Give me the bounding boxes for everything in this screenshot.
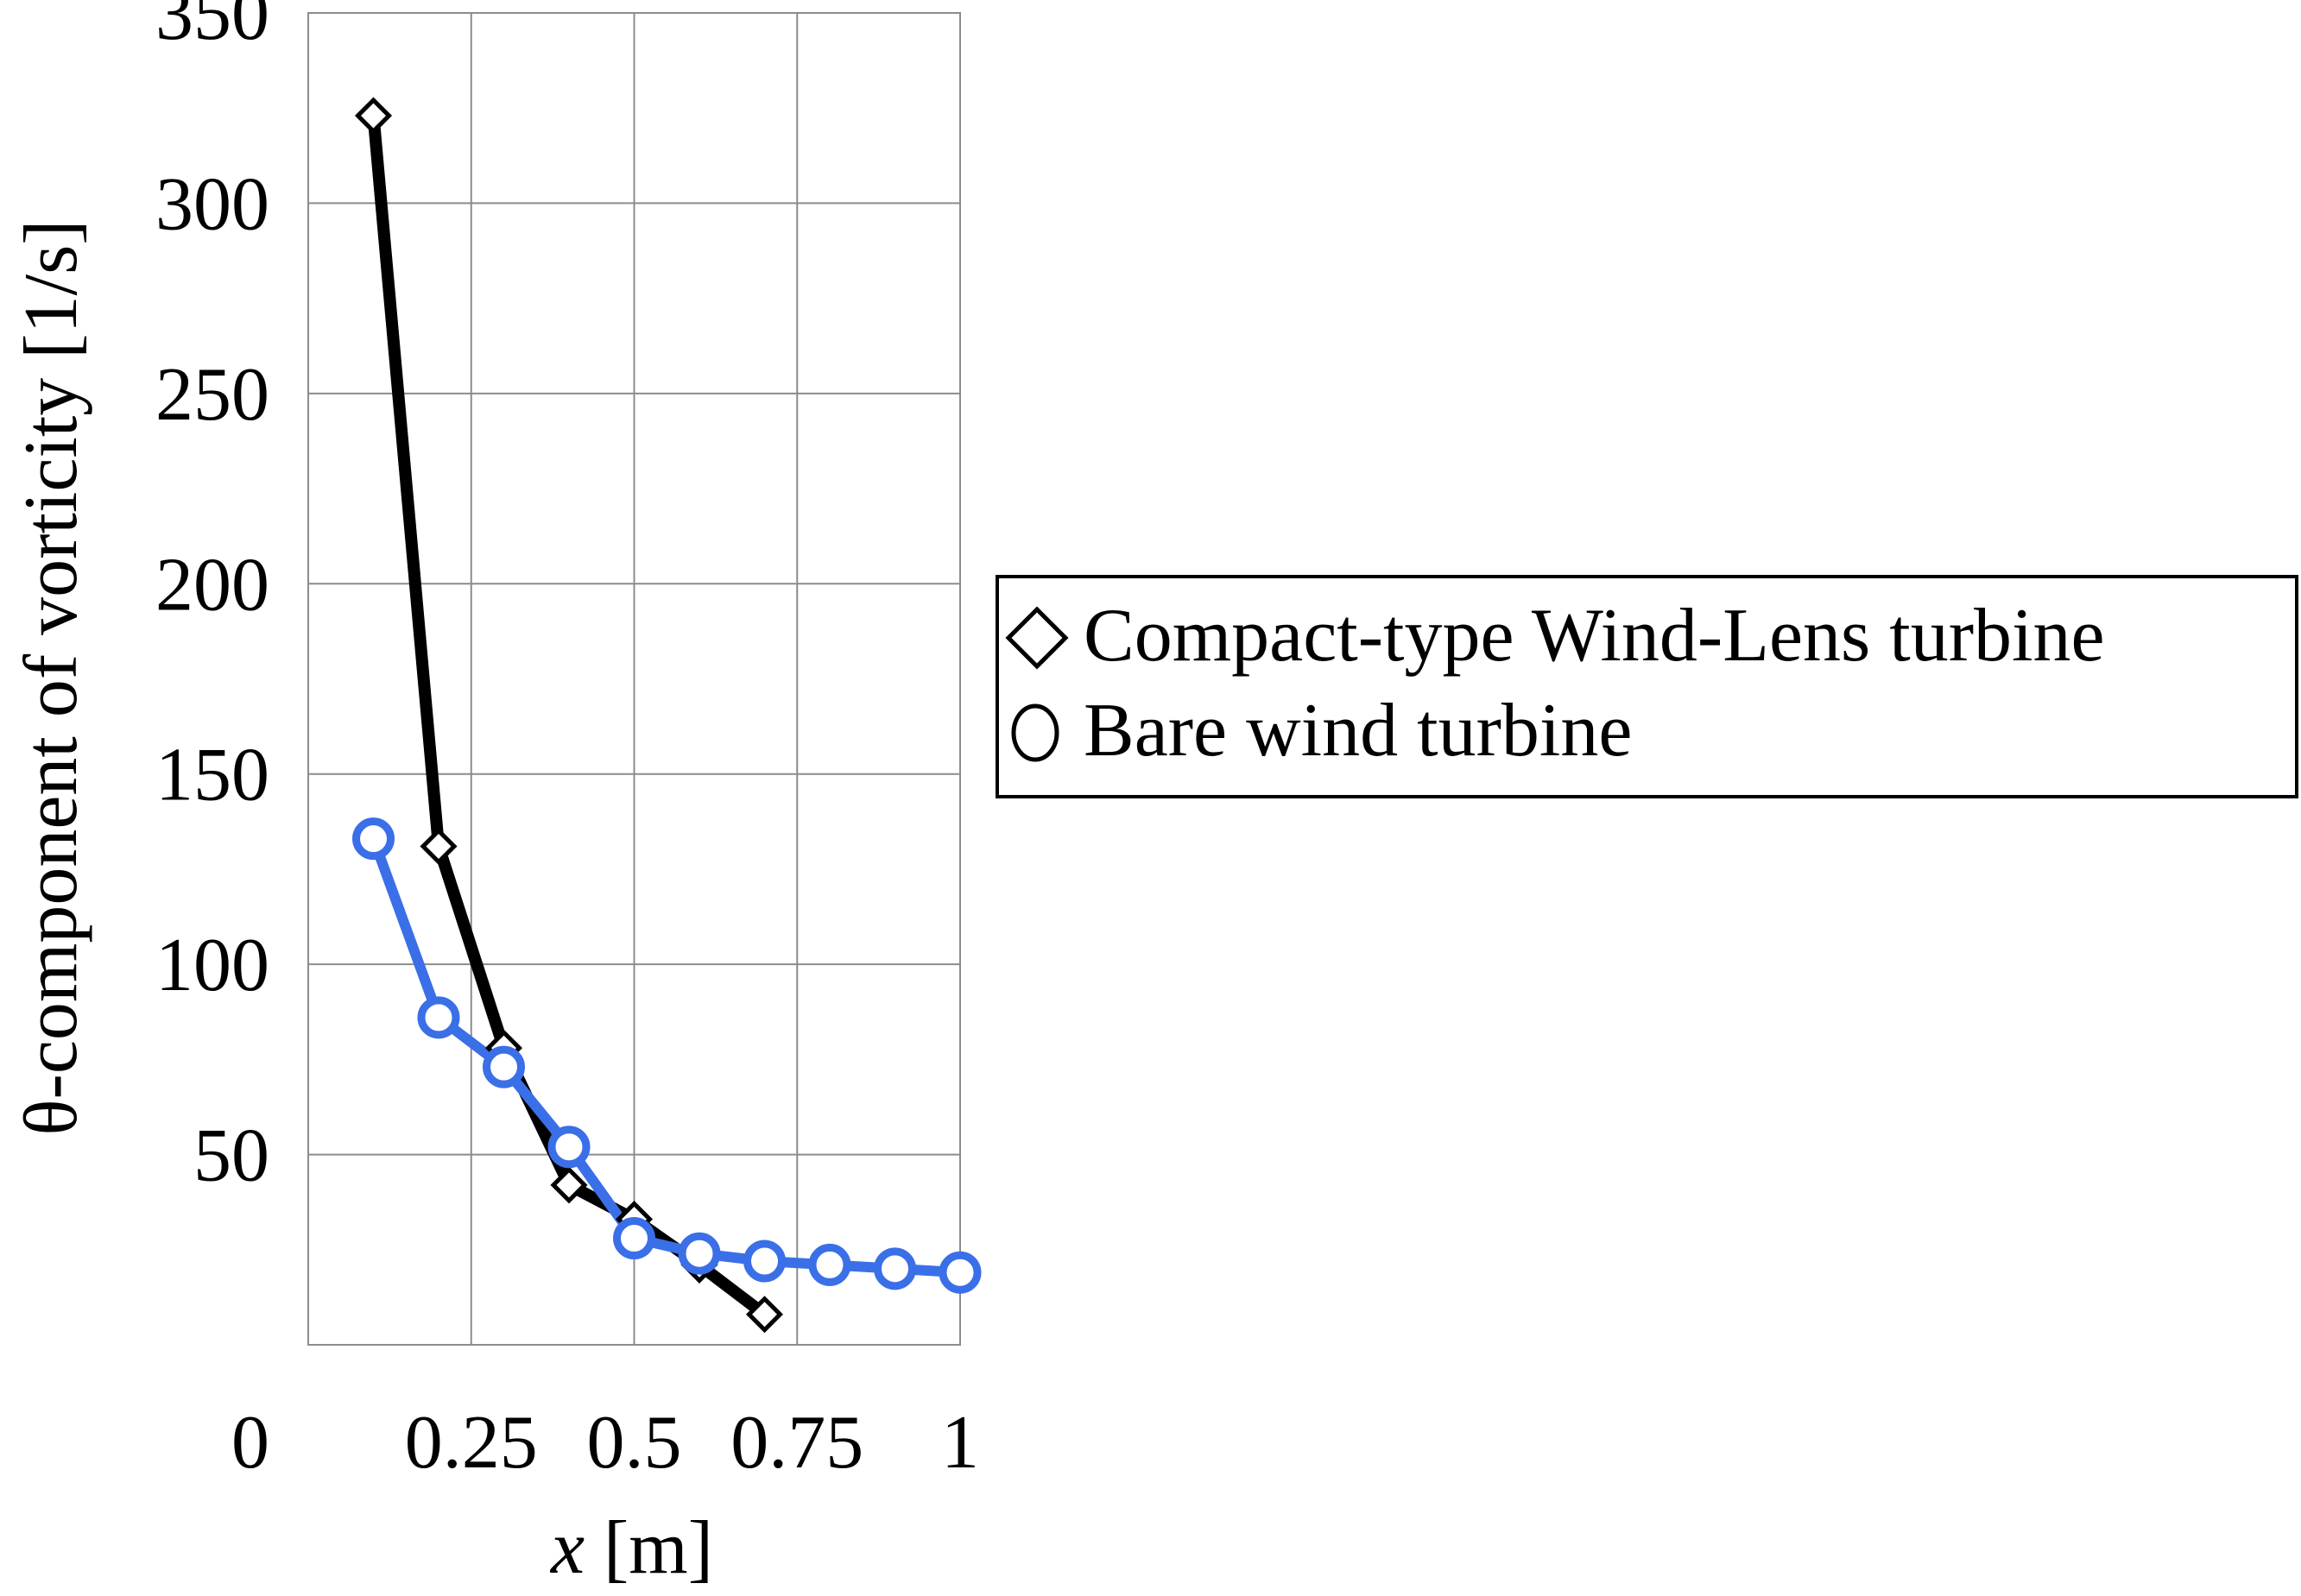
data-point-bare — [743, 1240, 786, 1283]
legend: Compact-type Wind-Lens turbine Bare wind… — [996, 575, 2298, 798]
y-tick-label: 250 — [155, 353, 269, 437]
data-point-bare — [939, 1251, 982, 1294]
data-point-bare — [483, 1045, 525, 1088]
data-point-compact — [420, 827, 458, 866]
y-tick-label: 150 — [155, 734, 269, 817]
x-tick-label: 0 — [231, 1401, 269, 1485]
plot-area-border — [307, 12, 961, 1346]
legend-diamond-icon — [1005, 606, 1069, 670]
data-point-bare — [678, 1232, 721, 1275]
y-axis-ticks: 50 100 150 200 250 300 350 — [155, 0, 269, 1198]
x-axis-label-variable: x — [549, 1506, 585, 1590]
x-axis-label-unit: [m] — [585, 1506, 713, 1590]
y-tick-label: 50 — [193, 1114, 269, 1198]
y-tick-label: 200 — [155, 543, 269, 627]
legend-box — [996, 575, 2298, 798]
x-tick-label: 0.75 — [730, 1401, 863, 1485]
y-tick-label: 300 — [155, 162, 269, 246]
data-point-bare — [808, 1243, 851, 1286]
data-point-compact — [745, 1296, 784, 1334]
data-point-bare — [352, 817, 395, 861]
y-tick-label: 100 — [155, 924, 269, 1007]
data-point-bare — [874, 1247, 916, 1290]
y-axis-label: θ-component of vorticity [1/s] — [9, 219, 93, 1135]
data-point-compact — [550, 1166, 588, 1204]
x-tick-label: 1 — [941, 1401, 979, 1485]
data-point-bare — [417, 996, 460, 1039]
data-point-bare — [547, 1126, 591, 1169]
x-tick-label: 0.5 — [587, 1401, 682, 1485]
legend-circle-icon — [1011, 703, 1059, 762]
series-markers — [352, 97, 982, 1334]
legend-label-bare: Bare wind turbine — [1084, 689, 1632, 773]
series-line-bare — [368, 833, 965, 1278]
x-tick-label: 0.25 — [405, 1401, 538, 1485]
x-axis-label: x [m] — [549, 1506, 713, 1590]
data-point-bare — [613, 1217, 655, 1260]
legend-label-compact: Compact-type Wind-Lens turbine — [1084, 594, 2105, 678]
data-point-compact — [354, 97, 393, 135]
grid — [308, 12, 961, 1345]
x-axis-ticks: 0 0.25 0.5 0.75 1 — [231, 1401, 979, 1485]
series-lines — [367, 110, 965, 1321]
y-tick-label: 350 — [155, 0, 269, 56]
